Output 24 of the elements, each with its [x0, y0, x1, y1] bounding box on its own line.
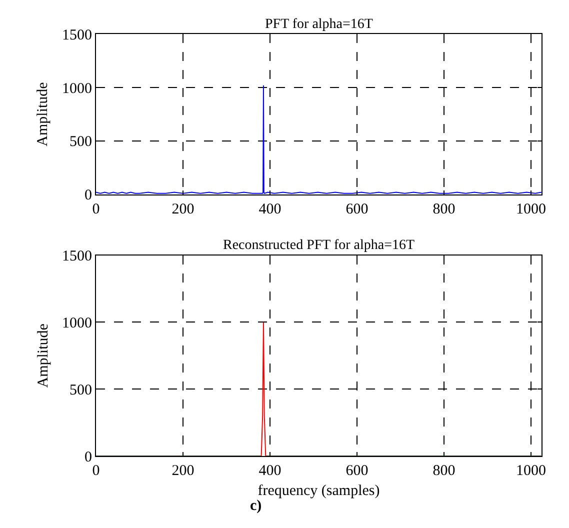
x-tick-label: 600 — [346, 201, 368, 218]
x-tick-label: 800 — [432, 463, 456, 480]
y-tick-label: 1000 — [62, 80, 92, 97]
x-tick-label: 600 — [346, 463, 368, 480]
y-tick-label: 1500 — [62, 27, 92, 44]
y-tick-label: 0 — [84, 188, 92, 204]
y-axis-title: Amplitude — [35, 323, 52, 388]
x-tick-label: 400 — [258, 463, 282, 480]
chart-title: PFT for alpha=16T — [265, 17, 374, 32]
x-axis-title: frequency (samples) — [258, 483, 380, 500]
x-tick-label: 800 — [432, 201, 456, 218]
x-tick-label: 1000 — [516, 463, 546, 480]
y-tick-label: 500 — [70, 134, 92, 150]
y-tick-label: 500 — [70, 382, 92, 398]
y-axis-title: Amplitude — [35, 82, 52, 146]
x-tick-label: 400 — [258, 201, 282, 218]
y-tick-label: 1500 — [62, 248, 92, 265]
chart-title: Reconstructed PFT for alpha=16T — [223, 238, 415, 253]
y-tick-label: 1000 — [62, 315, 92, 332]
text: c) — [250, 498, 262, 514]
x-tick-label: 200 — [172, 463, 194, 480]
y-tick-label: 0 — [84, 449, 92, 466]
x-tick-label: 1000 — [516, 201, 546, 218]
x-tick-label: 200 — [172, 201, 194, 218]
